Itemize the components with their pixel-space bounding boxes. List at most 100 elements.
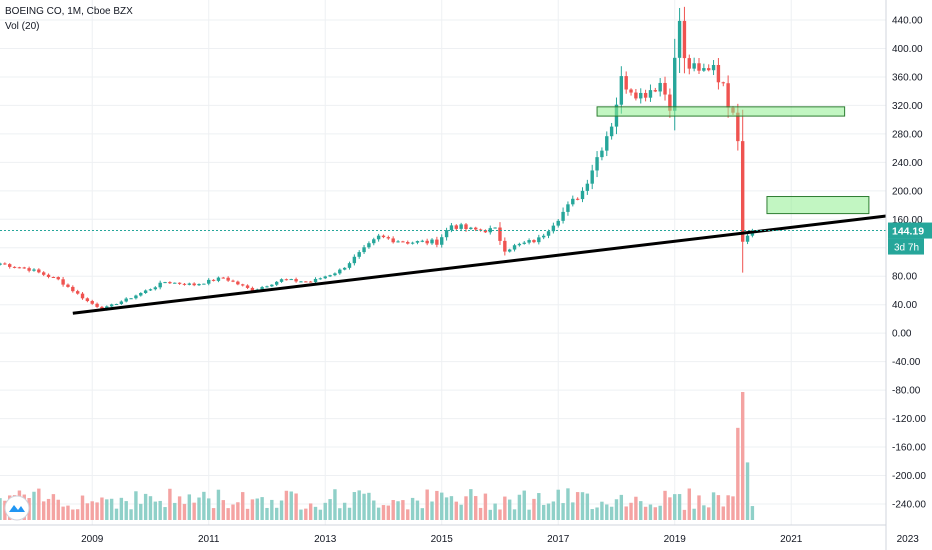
candle-body	[406, 242, 410, 244]
candle-body	[357, 252, 361, 257]
trendline-layer[interactable]	[0, 214, 889, 315]
volume-bar	[124, 501, 128, 520]
volume-bar	[61, 506, 65, 520]
volume-bar	[372, 500, 376, 520]
volume-bar	[173, 502, 177, 520]
volume-bar	[605, 504, 609, 520]
candle-body	[245, 285, 250, 288]
volume-bar	[469, 489, 473, 520]
y-tick-label: -80.00	[892, 386, 921, 397]
candle-body	[139, 292, 143, 296]
volume-bar	[410, 497, 415, 520]
volume-bar	[376, 507, 381, 520]
volume-bar	[153, 501, 158, 520]
candle-body	[168, 282, 172, 284]
volume-bar	[702, 505, 706, 520]
candle-body	[66, 284, 70, 287]
last-price-label: 144.19	[892, 226, 924, 238]
candle-body	[697, 63, 701, 71]
candle-body	[537, 237, 541, 243]
volume-bar	[740, 392, 745, 520]
candle-body	[639, 92, 643, 99]
candle-body	[677, 20, 682, 58]
volume-bar	[673, 494, 677, 520]
candle-body	[478, 229, 483, 231]
volume-bar	[488, 509, 492, 520]
target-zone	[766, 196, 870, 215]
volume-bar	[304, 508, 308, 520]
tradingview-logo-icon	[4, 495, 30, 521]
candle-body	[216, 277, 221, 281]
candle-body	[372, 239, 376, 244]
volume-bar	[236, 502, 240, 520]
candle-body	[546, 231, 551, 236]
candle-body	[580, 190, 585, 200]
candle-body	[338, 269, 342, 274]
volume-bar	[250, 499, 255, 520]
volume-bar	[270, 499, 274, 520]
zones[interactable]	[596, 106, 870, 215]
candle-body	[624, 76, 628, 90]
volume-bar	[177, 496, 182, 520]
volume-bar	[362, 493, 366, 520]
volume-bar	[498, 509, 502, 520]
countdown-label: 3d 7h	[894, 243, 919, 254]
volume-bar	[575, 492, 580, 520]
volume-bar	[289, 491, 293, 520]
volume-bar	[449, 496, 454, 520]
candle-body	[80, 293, 85, 299]
candle-body	[503, 240, 507, 252]
volume-bar	[202, 491, 206, 520]
volume-bar	[367, 492, 371, 520]
candle-body	[328, 275, 332, 277]
x-tick-label: 2019	[664, 534, 687, 545]
candle-body	[590, 170, 594, 184]
x-tick-label: 2023	[897, 534, 920, 545]
volume-legend[interactable]: Vol (20)	[5, 21, 40, 32]
candle-body	[299, 281, 303, 283]
volume-bar	[464, 496, 468, 520]
candle-body	[187, 283, 192, 285]
volume-bar	[648, 504, 653, 520]
candle-body	[134, 295, 138, 299]
candle-body	[333, 273, 337, 276]
volume-bar	[139, 503, 143, 520]
candle-body	[711, 64, 716, 71]
y-axis: 440.00 400.00 360.00 320.00 280.00 240.00 200.…	[885, 0, 932, 550]
volume-bar	[478, 507, 483, 520]
symbol-legend[interactable]: BOEING CO, 1M, Cboe BZX	[5, 6, 133, 17]
volume-bar	[736, 427, 740, 520]
volume-bar	[100, 497, 104, 520]
volume-bar	[687, 488, 691, 520]
candle-body	[56, 277, 60, 280]
volume-bar	[216, 489, 221, 520]
volume-bar	[66, 505, 70, 520]
candle-body	[585, 183, 590, 191]
candle-body	[177, 282, 182, 284]
volume-bar	[483, 493, 488, 520]
volume-bar	[566, 488, 570, 520]
volume-bar	[624, 506, 628, 520]
candle-body	[459, 224, 463, 229]
volume-bar	[454, 501, 458, 520]
candle-body	[440, 237, 444, 245]
candle-body	[464, 224, 468, 229]
candle-body	[37, 269, 41, 273]
y-axis-bg	[886, 0, 932, 550]
y-tick-label: 200.00	[892, 186, 923, 197]
volume-bar	[187, 494, 192, 520]
candle-body	[391, 238, 395, 243]
y-tick-label: 240.00	[892, 158, 923, 169]
volume-bar	[697, 495, 701, 520]
y-tick-label: 320.00	[892, 101, 923, 112]
candle-body	[687, 58, 691, 69]
candle-body	[736, 112, 740, 142]
volume-bar	[386, 505, 391, 520]
candle-body	[211, 279, 216, 281]
volume-bar	[716, 495, 721, 520]
candle-body	[726, 83, 730, 108]
volume-bar	[182, 503, 187, 520]
resistance-zone	[596, 106, 846, 117]
candle-body	[663, 82, 667, 95]
